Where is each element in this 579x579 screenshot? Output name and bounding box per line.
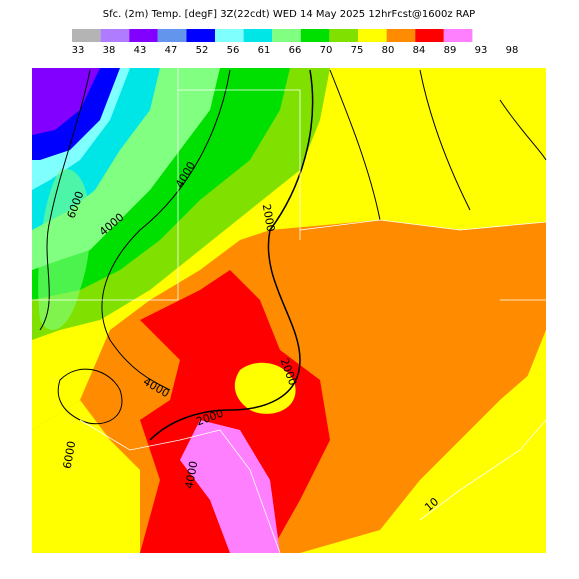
colorbar-swatch	[358, 29, 387, 42]
colorbar-label: 84	[413, 45, 426, 56]
colorbar-swatch	[443, 29, 473, 42]
contour-minor	[329, 69, 547, 221]
region-pink	[180, 420, 280, 553]
colorbar-label: 93	[475, 45, 488, 56]
colorbar-label: 89	[444, 45, 457, 56]
colorbar-label: 70	[320, 45, 333, 56]
colorbar-swatch	[100, 29, 130, 42]
colorbar-label: 61	[258, 45, 271, 56]
river-border	[79, 419, 547, 554]
state-borders	[32, 68, 547, 301]
contour-4000	[101, 69, 231, 391]
colorbar-swatch	[415, 29, 444, 42]
colorbar-swatch	[272, 29, 301, 42]
colorbar-swatch	[215, 29, 244, 42]
colorbar-swatch	[129, 29, 158, 42]
contour-label: 6000	[61, 440, 79, 470]
borders	[32, 68, 547, 554]
colorbar-label: 66	[289, 45, 302, 56]
colorbar-swatch	[72, 29, 101, 42]
colorbar-swatch	[186, 29, 215, 42]
region-yellow-east	[420, 330, 546, 553]
region-purple	[32, 68, 100, 135]
colorbar-swatch	[243, 29, 273, 42]
region-yellow-sw	[32, 400, 140, 553]
colorbar-label: 98	[506, 45, 519, 56]
region-yellow-pocket	[234, 362, 296, 414]
colorbar-label: 75	[351, 45, 364, 56]
contour-label: 2000	[260, 203, 278, 233]
colorbar-label: 56	[227, 45, 240, 56]
title: Sfc. (2m) Temp. [degF] 3Z(22cdt) WED 14 …	[103, 9, 475, 20]
colorbar-swatch	[329, 29, 358, 42]
contour-6000	[39, 69, 91, 331]
colorbar-label: 43	[134, 45, 147, 56]
region-red	[140, 270, 330, 553]
colorbar: 33 38 43 47 52 56 61 66 70 75 80 84 89 93 98	[72, 29, 519, 56]
colorbar-swatch	[300, 29, 330, 42]
colorbar-swatch	[157, 29, 187, 42]
colorbar-swatch	[386, 29, 416, 42]
contour-closed	[57, 368, 123, 425]
colorbar-label: 38	[103, 45, 116, 56]
colorbar-label: 52	[196, 45, 209, 56]
region-mountain	[38, 169, 91, 330]
colorbar-label: 80	[382, 45, 395, 56]
colorbar-label: 33	[72, 45, 85, 56]
colorbar-label: 47	[165, 45, 178, 56]
contour-label: 4000	[183, 460, 201, 490]
